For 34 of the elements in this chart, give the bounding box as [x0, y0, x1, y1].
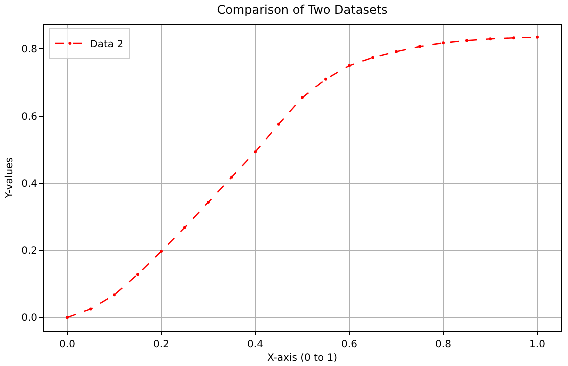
- x-tick-label: 1.0: [530, 340, 546, 350]
- x-tick-label: 0.6: [342, 340, 358, 350]
- y-tick-label: 0.6: [22, 112, 38, 123]
- point: [442, 42, 445, 45]
- x-tick-label: 0.0: [60, 340, 76, 350]
- point: [418, 45, 422, 48]
- point: [136, 273, 140, 276]
- y-tick-label: 0.8: [22, 44, 38, 56]
- x-tick-label: 0.8: [436, 340, 452, 350]
- legend-label: Data 2: [90, 39, 124, 50]
- x-axis-title: X-axis (0 to 1): [267, 353, 338, 364]
- point: [324, 78, 328, 81]
- point: [372, 56, 374, 60]
- point: [278, 122, 280, 126]
- y-tick-label: 0.2: [22, 246, 38, 257]
- point: [348, 64, 351, 68]
- point: [536, 36, 539, 39]
- x-tick-label: 0.2: [154, 340, 170, 350]
- point: [254, 150, 257, 154]
- point: [66, 316, 69, 320]
- y-axis-title: Y-values: [4, 158, 16, 200]
- x-tick-label: 0.4: [248, 340, 264, 350]
- point: [113, 294, 116, 297]
- point: [230, 176, 234, 179]
- point: [301, 96, 304, 100]
- point: [395, 50, 398, 54]
- y-tick-label: 0.0: [22, 313, 38, 324]
- chart-title: Comparison of Two Datasets: [217, 2, 388, 17]
- y-tick-label: 0.4: [22, 178, 38, 190]
- point: [90, 308, 92, 311]
- point: [489, 38, 492, 41]
- point: [184, 226, 186, 230]
- point: [512, 36, 516, 40]
- point: [466, 39, 468, 42]
